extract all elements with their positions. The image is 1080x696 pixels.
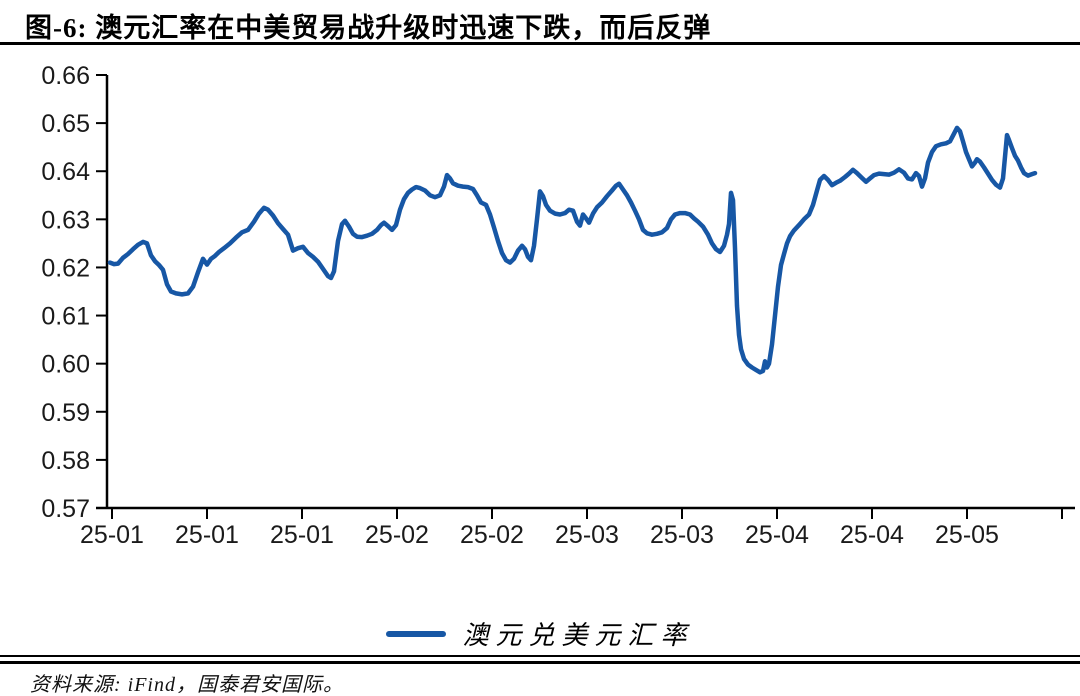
x-tick-label: 25-01 — [80, 521, 144, 549]
y-tick-label: 0.64 — [41, 158, 90, 186]
source-note: 资料来源: iFind，国泰君安国际。 — [30, 674, 344, 696]
legend-label: 澳元兑美元汇率 — [462, 621, 694, 650]
footer-divider-thin — [0, 655, 1080, 657]
x-tick-label: 25-03 — [650, 521, 714, 549]
y-tick-label: 0.65 — [41, 110, 90, 138]
legend: 澳元兑美元汇率 — [0, 615, 1080, 652]
footer-divider-thick — [0, 661, 1080, 664]
y-tick-label: 0.62 — [41, 254, 90, 282]
x-tick-label: 25-05 — [935, 521, 999, 549]
y-tick-label: 0.58 — [41, 447, 90, 475]
y-tick-label: 0.63 — [41, 206, 90, 234]
x-tick-label: 25-02 — [365, 521, 429, 549]
series-line — [107, 125, 1038, 375]
x-tick-label: 25-02 — [460, 521, 524, 549]
y-tick-label: 0.61 — [41, 303, 90, 331]
y-tick-label: 0.57 — [41, 495, 90, 523]
y-tick-label: 0.59 — [41, 399, 90, 427]
x-tick-label: 25-01 — [175, 521, 239, 549]
legend-line-swatch — [386, 630, 447, 637]
y-tick-label: 0.66 — [41, 62, 90, 90]
x-tick-label: 25-01 — [270, 521, 334, 549]
x-tick-label: 25-04 — [745, 521, 809, 549]
title-divider — [0, 42, 1080, 45]
figure-title: 图-6: 澳元汇率在中美贸易战升级时迅速下跌，而后反弹 — [25, 13, 712, 43]
y-tick-label: 0.60 — [41, 351, 90, 379]
x-tick-label: 25-04 — [840, 521, 904, 549]
x-tick-label: 25-03 — [555, 521, 619, 549]
